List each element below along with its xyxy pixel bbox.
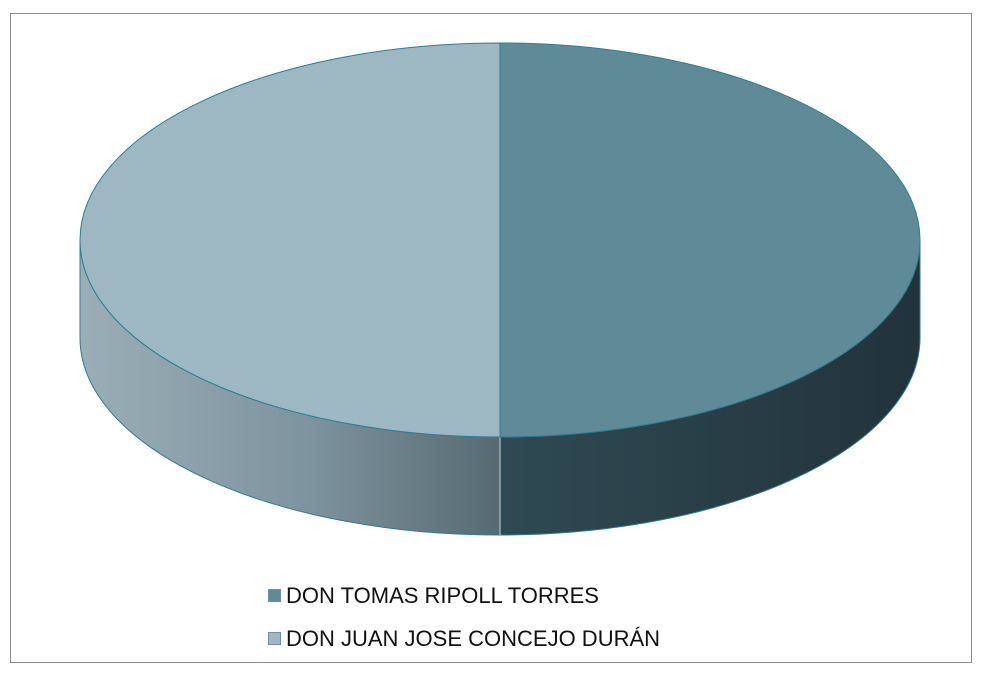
pie-slice-juan (79, 42, 501, 438)
legend-label-tomas: DON TOMAS RIPOLL TORRES (286, 582, 599, 608)
legend-label-juan: DON JUAN JOSE CONCEJO DURÁN (286, 625, 661, 651)
legend: DON TOMAS RIPOLL TORRES DON JUAN JOSE CO… (268, 580, 660, 666)
legend-item-juan-jose-concejo[interactable]: DON JUAN JOSE CONCEJO DURÁN (268, 623, 660, 654)
legend-item-tomas-ripoll[interactable]: DON TOMAS RIPOLL TORRES (268, 580, 660, 611)
legend-swatch-juan (268, 632, 281, 645)
pie-slice-tomas (499, 42, 921, 438)
legend-swatch-tomas (268, 589, 281, 602)
